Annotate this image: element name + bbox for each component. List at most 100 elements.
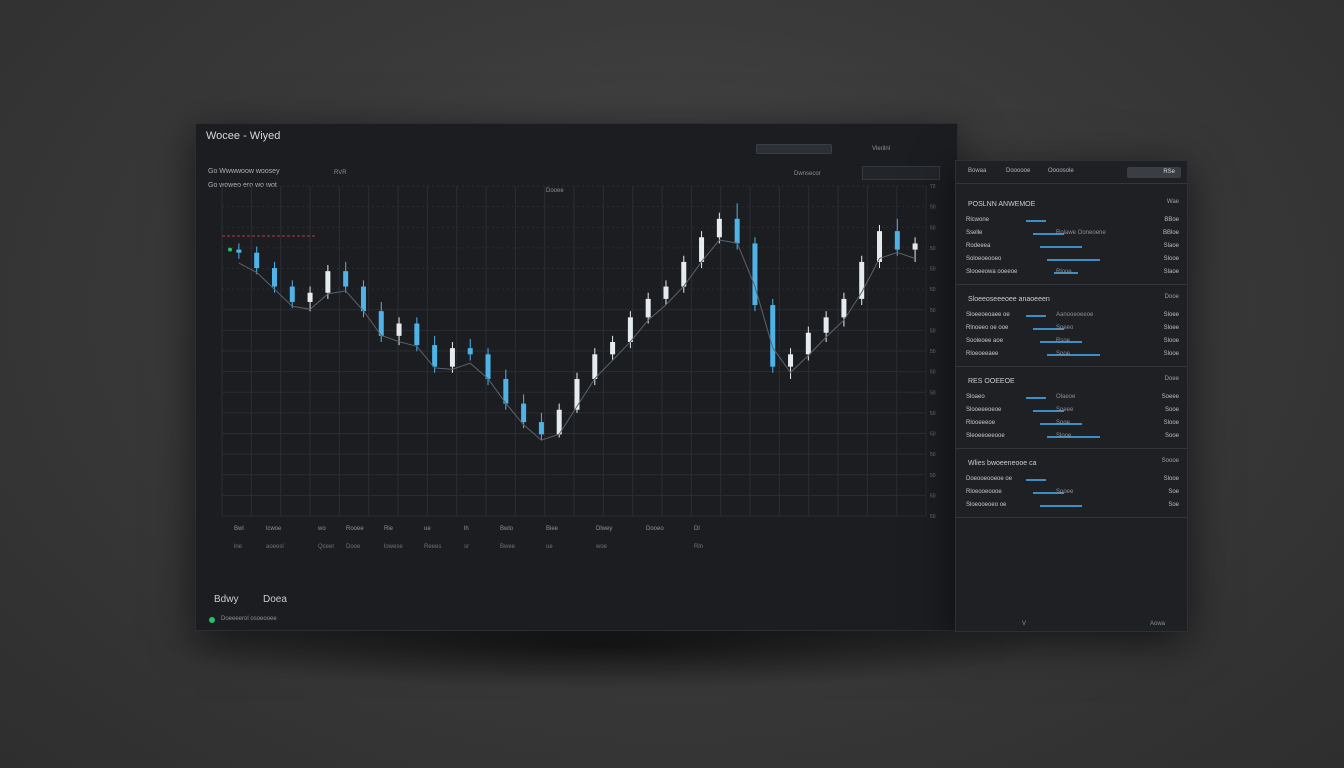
- stat-value: Dooe: [346, 544, 361, 550]
- order-row[interactable]: Sooleoee aoe Rsoe Slooe: [966, 338, 1179, 348]
- row-value: Sloee: [1163, 312, 1179, 318]
- symbol-input[interactable]: RSe: [1127, 167, 1181, 178]
- row-mid: Rsoe: [1056, 338, 1071, 344]
- candle-body: [592, 354, 598, 379]
- order-row[interactable]: Sloaeo Olaeoe Soeee: [966, 394, 1179, 404]
- divider: [956, 448, 1187, 449]
- y-tick-label: 50: [930, 452, 936, 458]
- order-row[interactable]: Sleoeeoeeooe Slooe Sooe: [966, 433, 1179, 443]
- legend-title: Go Wwwwoow woosey: [208, 168, 280, 175]
- candle-body: [681, 261, 687, 287]
- candle-body: [325, 271, 331, 293]
- order-row[interactable]: Slooeeowa ooeeoe Rlooe Slaoe: [966, 269, 1179, 279]
- depth-bar: [1026, 479, 1046, 481]
- section-title: Wlies bwoeeneooe ca: [968, 460, 1037, 467]
- tab-docs[interactable]: Doea: [263, 594, 287, 605]
- row-value: Sooe: [1164, 407, 1179, 413]
- candle-body: [414, 323, 420, 346]
- row-mid: Aanooeoeeoe: [1056, 312, 1094, 318]
- stat-value: woe: [596, 544, 608, 550]
- order-row[interactable]: Slooeeeoeoe Soeee Sooe: [966, 407, 1179, 417]
- order-row[interactable]: Sselle Rolawe Ooneoene BBloe: [966, 230, 1179, 240]
- mode-label[interactable]: Dwnsecor: [794, 171, 821, 177]
- divider: [956, 183, 1187, 184]
- candle-body: [770, 305, 776, 367]
- order-row[interactable]: Rlcwone BBoe: [966, 217, 1179, 227]
- candle-body: [432, 345, 438, 367]
- symbol-input-value: RSe: [1163, 169, 1175, 175]
- stat-label: Bwl: [234, 526, 244, 532]
- row-mid: Soeeo: [1056, 325, 1074, 331]
- stat-value: Reees: [424, 544, 442, 550]
- y-tick-label: 50: [930, 514, 936, 520]
- stat-label: Rooee: [346, 526, 364, 532]
- stat-label: Dl: [694, 526, 700, 532]
- stat-label: Rie: [384, 526, 394, 532]
- depth-bar: [1033, 328, 1064, 330]
- row-label: Rodeeea: [966, 243, 991, 249]
- section-title: Sloeeoseeeoee anaoeeen: [968, 296, 1050, 303]
- row-mid: Sooee: [1056, 489, 1074, 495]
- candle-body: [645, 298, 651, 318]
- section-title: POSLNN ANWEMOE: [968, 201, 1036, 208]
- y-tick-label: 72: [930, 184, 936, 190]
- moving-average-line: [238, 239, 916, 441]
- candle-body: [663, 286, 669, 299]
- chevron-down-icon[interactable]: V: [1022, 621, 1027, 627]
- side-tab-1[interactable]: Bowaa: [968, 168, 987, 174]
- order-row[interactable]: Rlooeeeoe Sooe Slooe: [966, 420, 1179, 430]
- y-tick-label: 50: [930, 370, 936, 376]
- tab-body[interactable]: Bdwy: [214, 594, 239, 605]
- row-label: Sooleoee aoe: [966, 338, 1004, 344]
- candle-body: [343, 271, 349, 287]
- search-input[interactable]: [756, 144, 832, 154]
- order-row[interactable]: Rlnoeeo oe ooe Soeeo Sloee: [966, 325, 1179, 335]
- y-tick-label: 50: [930, 287, 936, 293]
- row-value: BBloe: [1162, 230, 1179, 236]
- stat-label: Dooeo: [646, 526, 664, 532]
- y-tick-label: 50: [930, 267, 936, 273]
- row-mid: Rolawe Ooneoene: [1056, 230, 1106, 236]
- stat-label: ue: [424, 526, 431, 532]
- candle-body: [378, 311, 384, 336]
- stat-label: wo: [318, 526, 326, 532]
- side-footer-link[interactable]: Aowa: [1149, 621, 1165, 627]
- order-row[interactable]: Soloeoeooeo Slooe: [966, 256, 1179, 266]
- row-value: Slaoe: [1163, 269, 1179, 275]
- row-value: Soeee: [1161, 394, 1179, 400]
- chart-window: Wocee - Wiyed Dwnsecor Vlerilnl Go Wwwwo…: [195, 123, 958, 631]
- order-row[interactable]: Sloeeoeoaee oe Aanooeoeeoe Sloee: [966, 312, 1179, 322]
- candlestick-chart[interactable]: 72 50 50 50 50 50 50 50 50 50 50 50 50 50 50 50 50: [196, 124, 957, 524]
- row-label: Soloeoeooeo: [966, 256, 1002, 262]
- depth-bar: [1054, 272, 1078, 274]
- candle-body: [289, 286, 295, 302]
- y-tick-label: 50: [930, 308, 936, 314]
- y-tick-label: 50: [930, 432, 936, 438]
- range-label: Vlerilnl: [872, 146, 891, 152]
- depth-bar: [1040, 246, 1082, 248]
- row-label: Rlcwone: [966, 217, 990, 223]
- candle-body: [396, 323, 402, 336]
- candle-body: [805, 332, 811, 355]
- row-value: Soe: [1168, 502, 1179, 508]
- row-value: Slooe: [1163, 338, 1179, 344]
- candle-body: [307, 292, 313, 302]
- side-tab-3[interactable]: Oooosole: [1048, 168, 1074, 174]
- y-tick-label: 50: [930, 328, 936, 334]
- order-row[interactable]: Sloeooeoeo oe Soe: [966, 502, 1179, 512]
- order-row[interactable]: Rloeoeeaee Sooe Slooe: [966, 351, 1179, 361]
- order-row[interactable]: Rloeooeoooe Sooee Soe: [966, 489, 1179, 499]
- row-label: Doeooeooeoe oe: [966, 476, 1013, 482]
- order-row[interactable]: Doeooeooeoe oe Slooe: [966, 476, 1179, 486]
- side-tab-2[interactable]: Doooooe: [1006, 168, 1031, 174]
- y-tick-label: 50: [930, 390, 936, 396]
- range-select[interactable]: [862, 166, 940, 180]
- candle-body: [236, 249, 242, 253]
- row-mid: Soeee: [1056, 407, 1074, 413]
- candle-body: [521, 403, 527, 423]
- row-label: Slooeeeoeoe: [966, 407, 1002, 413]
- order-row[interactable]: Rodeeea Slaoe: [966, 243, 1179, 253]
- candle-body: [538, 422, 544, 435]
- row-mid: Olaeoe: [1056, 394, 1076, 400]
- section-value: Doee: [1164, 376, 1179, 382]
